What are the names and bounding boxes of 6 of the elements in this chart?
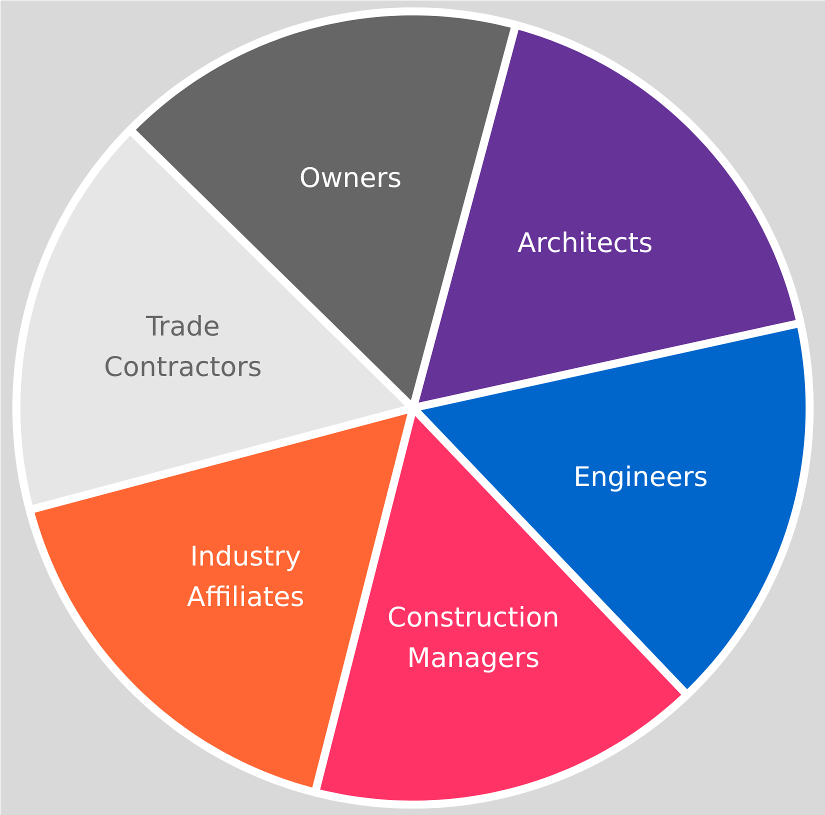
slice-label: Trade Contractors bbox=[104, 311, 262, 383]
slice-label: Engineers bbox=[573, 462, 708, 493]
slice-label: Architects bbox=[518, 228, 653, 260]
slice-label: Owners bbox=[299, 162, 402, 194]
slice-label: Construction Managers bbox=[387, 602, 560, 674]
slice-label: Industry Affiliates bbox=[186, 542, 304, 613]
